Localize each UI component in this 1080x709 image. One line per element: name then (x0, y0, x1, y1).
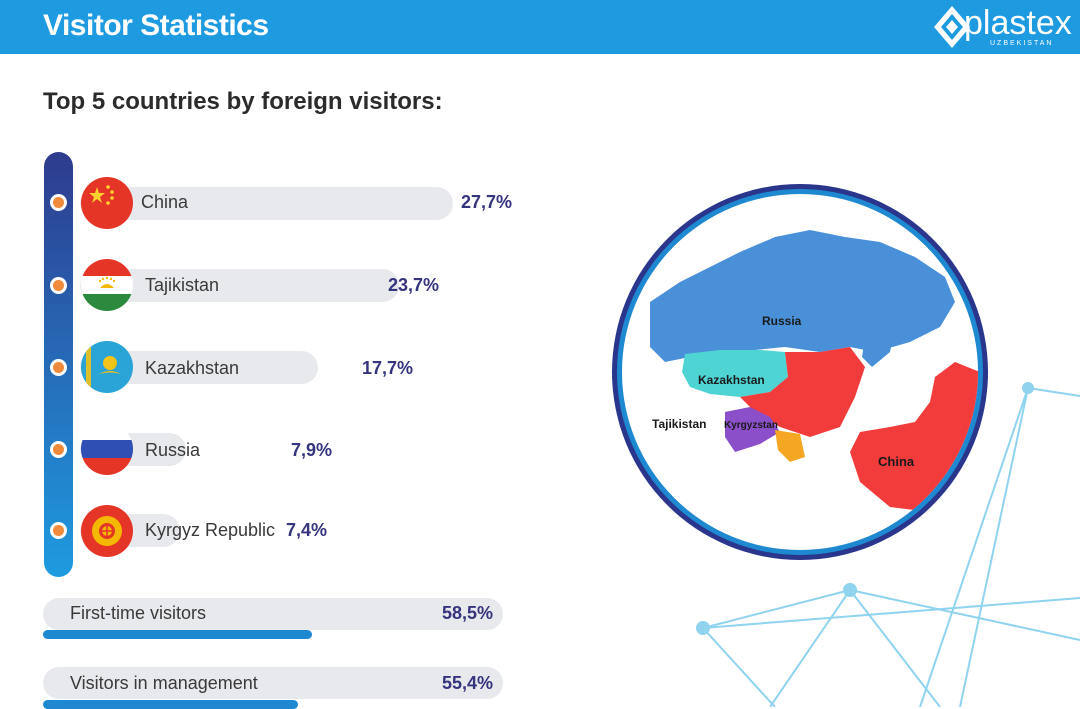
country-label: Russia (145, 440, 201, 460)
country-value: 7,9% (291, 440, 333, 460)
country-bar (80, 187, 453, 220)
header-banner: Visitor Statistics plastex UZBEKISTAN (0, 0, 1080, 54)
chart-subtitle: Top 5 countries by foreign visitors: (43, 88, 443, 115)
map-label-china: China (878, 454, 915, 469)
kyrgyzstan-flag-icon (81, 505, 133, 557)
india-region (775, 430, 805, 462)
country-label: Kyrgyz Republic (145, 520, 276, 540)
country-value: 17,7% (362, 358, 414, 378)
map-label-tajikistan: Tajikistan (652, 417, 706, 431)
timeline-node (50, 277, 67, 294)
stat-progress-bar (43, 630, 312, 639)
timeline-node (50, 441, 67, 458)
kazakhstan-flag-icon (81, 341, 133, 393)
stat-value: 55,4% (442, 673, 494, 693)
country-label: Tajikistan (145, 275, 220, 295)
logo-wordmark: plastex (964, 4, 1072, 42)
region-map: Russia Kazakhstan Tajikistan Kyrgyzstan … (610, 182, 1010, 562)
country-label: China (141, 192, 189, 212)
map-label-russia: Russia (762, 314, 802, 328)
country-value: 23,7% (388, 275, 440, 295)
country-value: 27,7% (461, 192, 513, 212)
china-flag-icon (81, 177, 133, 229)
timeline-node (50, 522, 67, 539)
stat-value: 58,5% (442, 603, 494, 623)
timeline-node (50, 359, 67, 376)
china-region (740, 347, 865, 437)
stat-label: First-time visitors (70, 603, 206, 623)
country-bar (80, 269, 399, 302)
stat-track (43, 667, 503, 699)
japan-region (862, 322, 895, 367)
plastex-logo: plastex UZBEKISTAN (932, 4, 1078, 50)
logo-subtext: UZBEKISTAN (990, 40, 1054, 47)
map-label-kyrgyzstan: Kyrgyzstan (724, 420, 778, 431)
country-label: Kazakhstan (145, 358, 240, 378)
kazakhstan-region (682, 350, 788, 397)
page-title: Visitor Statistics (43, 9, 269, 42)
map-label-kazakhstan: Kazakhstan (698, 373, 765, 387)
country-value: 7,4% (286, 520, 328, 540)
kyrgyzstan-region (725, 407, 780, 452)
logo-diamond-icon (934, 6, 970, 48)
stat-label: Visitors in management (70, 673, 258, 693)
stat-progress-bar (43, 700, 298, 709)
tajikistan-flag-icon (81, 259, 133, 311)
russia-flag-icon (81, 423, 133, 475)
timeline-node (50, 194, 67, 211)
stat-track (43, 598, 503, 630)
